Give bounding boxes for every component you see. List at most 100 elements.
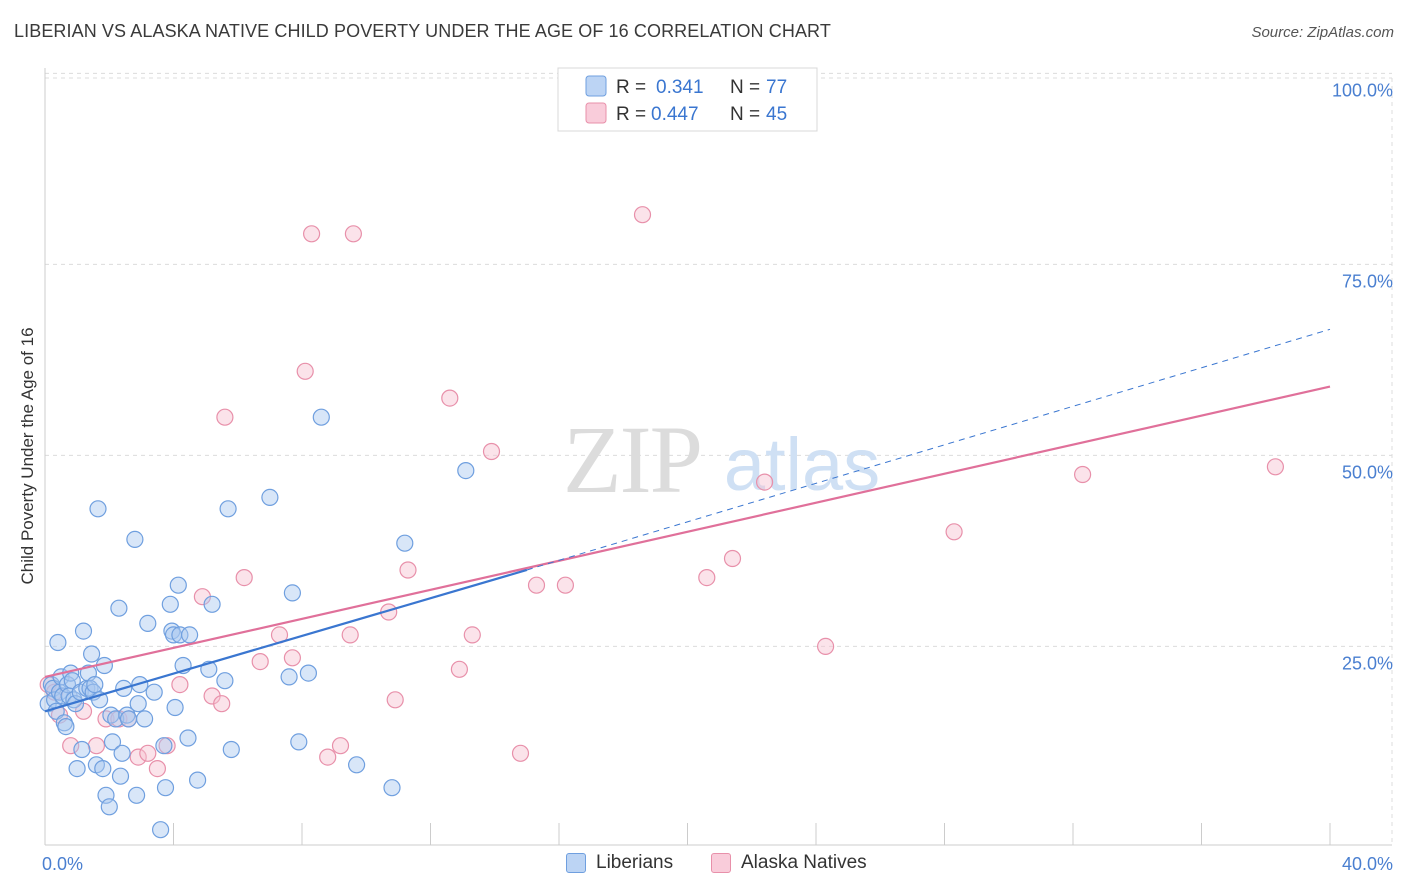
liberians-point-50 [152,821,170,839]
liberians-point-62 [189,771,207,789]
watermark-zip: ZIP [563,406,701,513]
alaska-natives-point-39 [698,568,716,587]
alaska-natives-point-32 [450,660,468,678]
alaska-natives-point-34 [482,442,501,461]
liberians-point-76 [396,534,414,552]
alaska-natives-point-26 [341,626,359,644]
liberians-point-10 [57,717,75,736]
legend-label-alaska-natives: Alaska Natives [741,852,867,873]
liberians-point-70 [283,584,301,602]
liberians-point-72 [299,664,317,682]
alaska-natives-point-41 [755,473,774,491]
legend-swatch-alaska-natives [585,102,607,124]
legend-r-value-liberians: 0.341 [656,77,704,98]
liberians-point-43 [126,530,144,549]
alaska-natives-point-13 [171,675,189,694]
alaska-natives-point-31 [441,389,459,407]
alaska-natives-point-18 [235,568,253,587]
alaska-natives-point-30 [399,561,417,579]
alaska-natives-point-45 [1266,458,1285,476]
liberians-point-68 [261,488,279,506]
liberians-point-20 [74,622,93,640]
legend-n-value-liberians: 77 [766,77,787,98]
alaska-natives-point-11 [148,759,166,778]
alaska-natives-point-22 [296,362,314,380]
legend-n-label-liberians: N = [730,77,760,98]
alaska-natives-point-25 [331,737,350,755]
liberians-point-57 [169,576,187,594]
liberians-point-49 [145,683,163,701]
liberians-point-77 [457,462,475,480]
liberians-point-60 [179,729,197,747]
liberians-point-45 [129,695,147,713]
legend-n-value-alaska-natives: 45 [766,104,787,125]
liberians-point-52 [156,779,175,797]
watermark-atlas: atlas [724,423,880,506]
liberians-trend-extension [526,328,1331,571]
tick-labels: 25.0% 50.0% 75.0% 100.0% 0.0% 40.0% [42,80,1393,874]
alaska-natives-point-27 [344,225,362,243]
chart-title: LIBERIAN VS ALASKA NATIVE CHILD POVERTY … [14,21,831,41]
legend-n-label-alaska-natives: N = [730,104,760,125]
trend-lines [44,328,1331,713]
liberians-point-17 [68,759,86,778]
legend-item-liberians: Liberians [566,852,673,874]
liberians-points [39,408,475,839]
liberians-point-64 [203,595,221,613]
liberians-point-37 [110,599,128,617]
legend-r-value-alaska-natives: 0.447 [651,104,699,125]
liberians-point-38 [111,767,130,785]
liberians-point-35 [103,733,122,751]
alaska-natives-point-37 [556,576,575,594]
liberians-point-19 [73,740,91,759]
liberians-point-33 [100,798,118,816]
liberians-point-69 [280,668,298,686]
alaska-natives-trend-line [44,385,1331,678]
legend-label-liberians: Liberians [596,852,674,873]
liberians-point-53 [161,595,179,613]
liberians-point-30 [94,759,112,778]
watermark: ZIP atlas [563,406,880,513]
liberians-point-61 [181,626,199,644]
y-tick-label-2: 75.0% [1342,271,1393,291]
alaska-natives-point-23 [303,225,321,243]
alaska-natives-point-21 [283,649,301,667]
y-tick-label-0: 25.0% [1342,653,1393,673]
alaska-natives-point-9 [129,748,147,766]
liberians-trend-line [44,568,528,713]
alaska-natives-point-3 [62,737,80,755]
alaska-natives-point-40 [723,549,742,568]
liberians-point-36 [107,710,125,728]
liberians-point-5 [49,633,67,652]
alaska-natives-point-44 [1073,465,1092,484]
liberians-point-44 [128,786,146,804]
liberians-point-24 [82,645,101,663]
y-tick-label-3: 100.0% [1332,80,1393,100]
liberians-point-75 [383,779,401,797]
liberians-point-73 [312,408,330,426]
alaska-natives-point-10 [139,744,157,762]
liberians-point-66 [219,500,237,518]
liberians-point-56 [166,698,184,717]
alaska-natives-point-35 [511,744,530,762]
liberians-point-26 [86,675,104,694]
liberians-point-65 [216,672,234,690]
legend-r-label-alaska-natives: R = [616,104,646,125]
alaska-natives-point-33 [463,626,481,644]
legend-item-alaska-natives: Alaska Natives [711,852,867,874]
liberians-point-74 [348,756,366,774]
axis-layer [44,68,1392,846]
liberians-point-71 [290,733,308,751]
alaska-natives-point-29 [386,691,404,709]
alaska-natives-point-38 [633,206,652,224]
alaska-natives-point-24 [319,748,337,766]
alaska-natives-point-42 [816,637,835,656]
alaska-natives-point-19 [251,652,269,671]
liberians-point-39 [113,744,131,762]
legend-top: R = 0.341 N = 77 R = 0.447 N = 45 [557,67,818,132]
legend-swatch-alaska-natives-bottom [711,853,731,873]
legend-r-label-liberians: R = [616,77,646,98]
alaska-natives-point-5 [87,737,106,755]
alaska-natives-point-17 [216,408,234,426]
